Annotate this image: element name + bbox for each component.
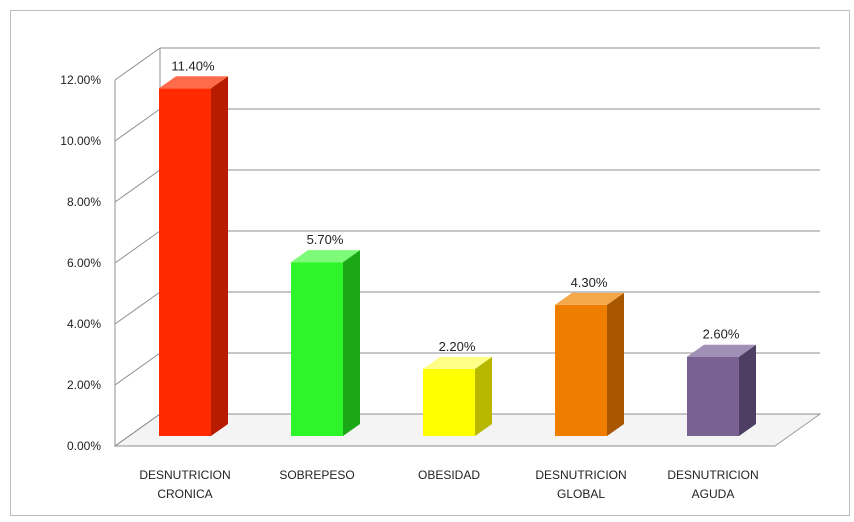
gridline-depth (115, 48, 160, 80)
data-label: 11.40% (171, 58, 215, 73)
data-label: 2.60% (703, 327, 740, 342)
data-label: 2.20% (439, 339, 476, 354)
y-tick-label: 0.00% (67, 439, 101, 453)
y-tick-label: 4.00% (67, 317, 101, 331)
gridline-depth (115, 170, 160, 202)
x-tick-label: GLOBAL (557, 487, 605, 501)
y-tick-label: 8.00% (67, 195, 101, 209)
x-tick-label: SOBREPESO (279, 468, 354, 482)
data-label: 4.30% (571, 275, 608, 290)
gridline-depth (115, 353, 160, 385)
x-tick-label: CRONICA (157, 487, 212, 501)
bar-front (555, 305, 607, 436)
bar-side (343, 250, 360, 436)
bar-side (211, 76, 228, 436)
x-tick-label: DESNUTRICION (139, 468, 230, 482)
y-tick-label: 10.00% (60, 134, 101, 148)
x-tick-label: DESNUTRICION (535, 468, 626, 482)
bar-front (423, 369, 475, 436)
gridline-depth (115, 109, 160, 141)
x-tick-label: DESNUTRICION (667, 468, 758, 482)
bar-side (475, 357, 492, 436)
data-label: 5.70% (307, 232, 344, 247)
x-tick-label: AGUDA (692, 487, 735, 501)
y-tick-label: 2.00% (67, 378, 101, 392)
bar-front (291, 262, 343, 436)
y-tick-label: 12.00% (60, 73, 101, 87)
bar-front (687, 357, 739, 436)
y-tick-label: 6.00% (67, 256, 101, 270)
bar-front (159, 88, 211, 436)
gridline-depth (115, 292, 160, 324)
x-tick-label: OBESIDAD (418, 468, 480, 482)
bar-side (739, 345, 756, 436)
gridline-depth (115, 231, 160, 263)
bar-side (607, 293, 624, 436)
